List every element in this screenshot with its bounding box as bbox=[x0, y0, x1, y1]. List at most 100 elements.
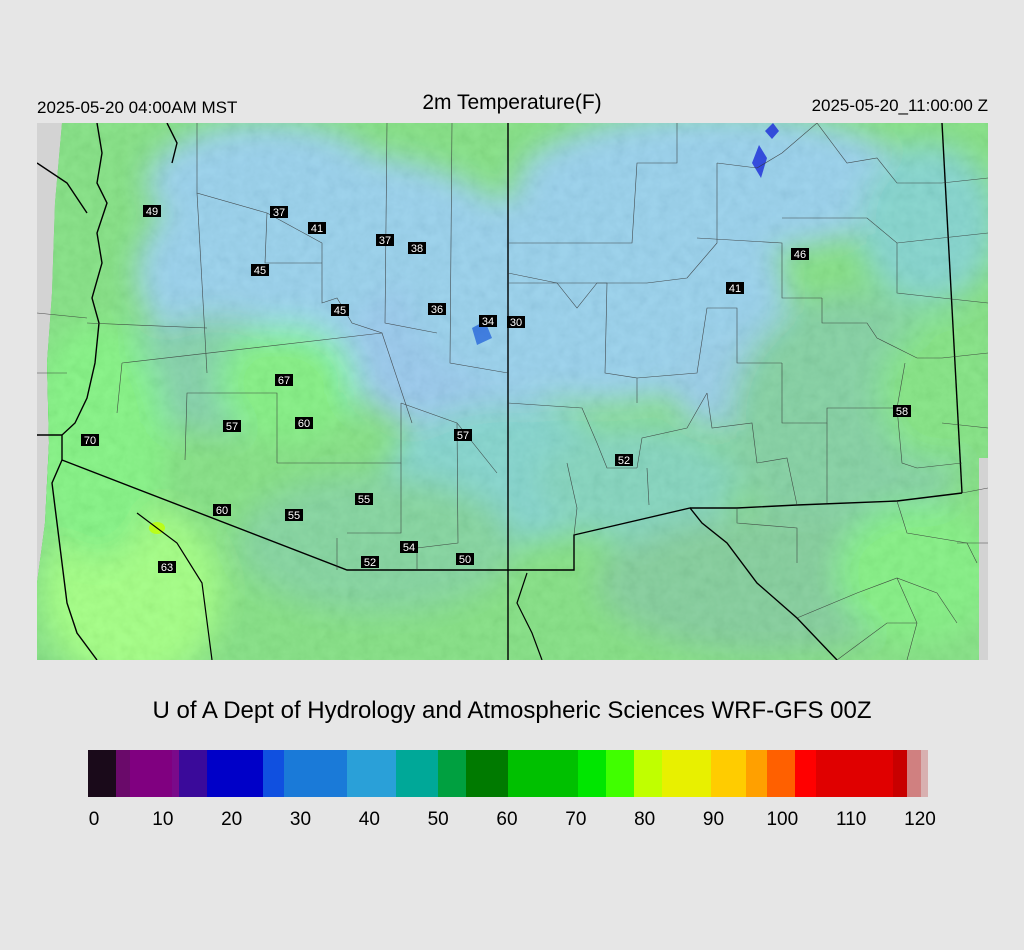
station-label-bg bbox=[223, 420, 241, 432]
station-value: 41 bbox=[729, 283, 741, 295]
colorbar-band bbox=[795, 750, 817, 797]
colorbar-band bbox=[634, 750, 663, 797]
colorbar-band bbox=[116, 750, 131, 797]
station-label-bg bbox=[251, 264, 269, 276]
colorbar-band bbox=[746, 750, 768, 797]
colorbar-band bbox=[907, 750, 922, 797]
colorbar-tick-label: 70 bbox=[565, 809, 587, 830]
station-value: 30 bbox=[510, 317, 522, 329]
station-label: 38 bbox=[408, 242, 426, 255]
colorbar-band bbox=[921, 750, 928, 797]
map-title: 2m Temperature(F) bbox=[422, 91, 602, 114]
station-label-bg bbox=[893, 405, 911, 417]
station-label-bg bbox=[428, 303, 446, 315]
colorbar-band bbox=[466, 750, 509, 797]
colorbar-band bbox=[130, 750, 173, 797]
colorbar-tick-label: 0 bbox=[88, 809, 100, 830]
station-label: 37 bbox=[270, 206, 288, 219]
station-label: 37 bbox=[376, 234, 394, 247]
colorbar-band bbox=[263, 750, 285, 797]
temperature-map: 49 37 41 37 38 45 45 36 34 30 46 41 67 57 60 57 70 58 52 55… bbox=[37, 123, 988, 660]
colorbar-band bbox=[438, 750, 467, 797]
local-time-label: 2025-05-20 04:00AM MST bbox=[37, 98, 238, 117]
colorbar-band bbox=[284, 750, 348, 797]
station-value: 50 bbox=[459, 554, 471, 566]
colorbar-band bbox=[893, 750, 908, 797]
station-value: 45 bbox=[334, 305, 346, 317]
station-label-bg bbox=[726, 282, 744, 294]
station-label-bg bbox=[355, 493, 373, 505]
station-label: 57 bbox=[223, 420, 241, 433]
colorbar-band bbox=[508, 750, 579, 797]
station-value: 46 bbox=[794, 249, 806, 261]
station-label-bg bbox=[270, 206, 288, 218]
station-label-bg bbox=[408, 242, 426, 254]
station-value: 63 bbox=[161, 562, 173, 574]
colorbar-band bbox=[396, 750, 439, 797]
station-label: 45 bbox=[251, 264, 269, 277]
temperature-field bbox=[37, 123, 988, 660]
colorbar-band bbox=[816, 750, 894, 797]
colorbar-tick-label: 80 bbox=[634, 809, 656, 830]
station-label-bg bbox=[361, 556, 379, 568]
station-label: 60 bbox=[295, 417, 313, 430]
colorbar-band bbox=[207, 750, 257, 797]
station-value: 70 bbox=[84, 435, 96, 447]
colorbar-tick-label: 110 bbox=[836, 809, 867, 830]
station-label-bg bbox=[791, 248, 809, 260]
station-value: 37 bbox=[379, 235, 391, 247]
colorbar-band bbox=[662, 750, 712, 797]
station-label: 41 bbox=[726, 282, 744, 295]
station-label-bg bbox=[143, 205, 161, 217]
colorbar-band bbox=[606, 750, 635, 797]
station-label: 41 bbox=[308, 222, 326, 235]
station-label-bg bbox=[376, 234, 394, 246]
station-label: 45 bbox=[331, 304, 349, 317]
station-label: 52 bbox=[361, 556, 379, 569]
station-label-bg bbox=[507, 316, 525, 328]
station-label: 55 bbox=[355, 493, 373, 506]
state-boundaries bbox=[37, 123, 963, 660]
colorbar-tick-label: 40 bbox=[358, 809, 380, 830]
station-label: 54 bbox=[400, 541, 418, 554]
station-label-bg bbox=[285, 509, 303, 521]
colorbar-tick-label: 100 bbox=[766, 809, 799, 830]
station-value: 55 bbox=[288, 510, 300, 522]
station-label: 50 bbox=[456, 553, 474, 566]
temperature-colorbar bbox=[88, 750, 928, 797]
station-labels: 49 37 41 37 38 45 45 36 34 30 46 41 67 57 60 57 70 58 52 55… bbox=[81, 205, 911, 574]
station-value: 38 bbox=[411, 243, 423, 255]
colorbar-band bbox=[578, 750, 607, 797]
station-value: 60 bbox=[298, 418, 310, 430]
station-label: 60 bbox=[213, 504, 231, 517]
station-label-bg bbox=[295, 417, 313, 429]
station-label-bg bbox=[308, 222, 326, 234]
station-value: 34 bbox=[482, 316, 494, 328]
county-boundaries bbox=[37, 123, 988, 660]
colorbar-band bbox=[179, 750, 208, 797]
colorbar-tick-label: 120 bbox=[904, 809, 936, 830]
station-label: 70 bbox=[81, 434, 99, 447]
colorbar-tick-label: 10 bbox=[152, 809, 174, 830]
station-label-bg bbox=[158, 561, 176, 573]
station-value: 45 bbox=[254, 265, 266, 277]
colorbar-tick-label: 60 bbox=[496, 809, 518, 830]
model-credit: U of A Dept of Hydrology and Atmospheric… bbox=[152, 697, 872, 724]
station-label-bg bbox=[479, 315, 497, 327]
station-value: 55 bbox=[358, 494, 370, 506]
colorbar-band bbox=[172, 750, 180, 797]
station-label-bg bbox=[213, 504, 231, 516]
station-label-bg bbox=[400, 541, 418, 553]
station-label: 57 bbox=[454, 429, 472, 442]
station-value: 37 bbox=[273, 207, 285, 219]
colorbar-band bbox=[347, 750, 397, 797]
station-label-bg bbox=[615, 454, 633, 466]
station-label-bg bbox=[456, 553, 474, 565]
station-value: 36 bbox=[431, 304, 443, 316]
station-label-bg bbox=[81, 434, 99, 446]
colorbar-band bbox=[767, 750, 796, 797]
station-value: 49 bbox=[146, 206, 158, 218]
station-label: 55 bbox=[285, 509, 303, 522]
valid-time-label: 2025-05-20_11:00:00 Z bbox=[811, 96, 988, 115]
colorbar-tick-label: 30 bbox=[289, 809, 312, 830]
